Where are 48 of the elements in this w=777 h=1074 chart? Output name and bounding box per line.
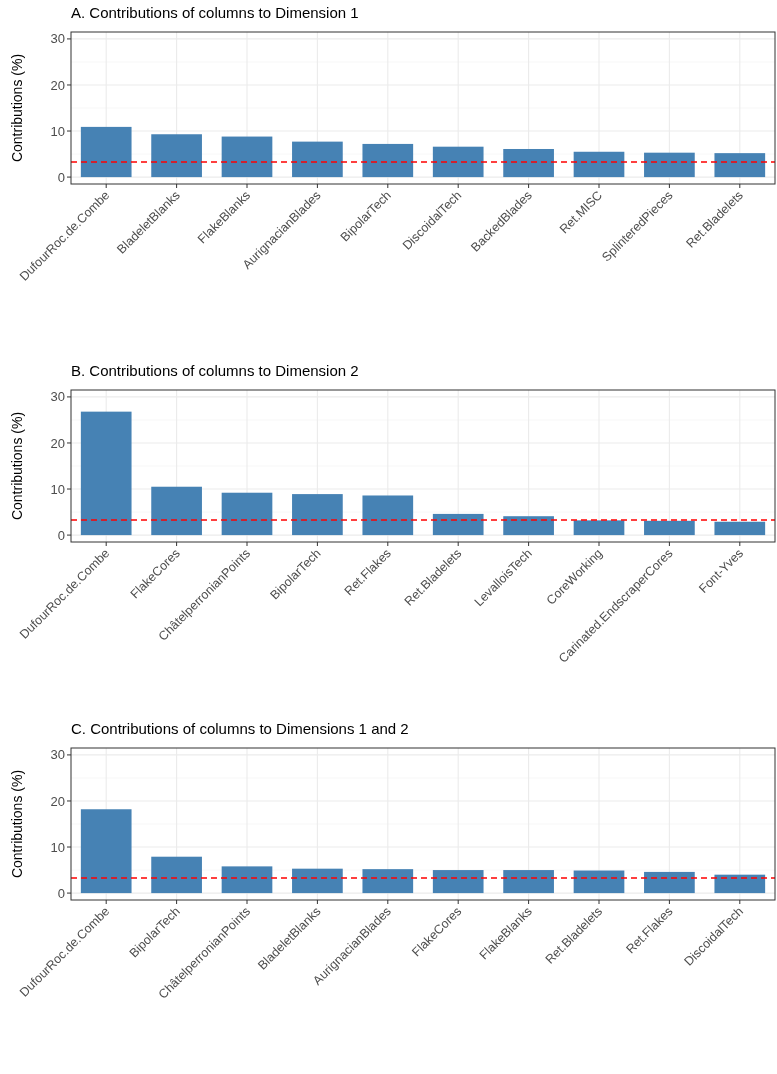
y-axis-title: Contributions (%) <box>9 769 25 879</box>
y-tick-label: 0 <box>57 527 65 543</box>
bar <box>362 869 414 894</box>
chart-title: B. Contributions of columns to Dimension 2 <box>71 362 359 379</box>
bar <box>503 516 554 536</box>
y-tick-label: 0 <box>57 885 65 901</box>
y-tick-label: 20 <box>50 77 65 93</box>
bar <box>714 521 766 536</box>
bar <box>503 870 554 894</box>
bar <box>503 148 554 178</box>
chart-title: C. Contributions of columns to Dimensions 1 and 2 <box>71 720 409 737</box>
bar <box>362 495 414 536</box>
bar <box>362 143 414 178</box>
bar <box>292 868 343 894</box>
y-tick-label: 10 <box>50 839 65 855</box>
bar <box>432 146 484 178</box>
y-axis-title: Contributions (%) <box>9 53 25 163</box>
bar <box>573 520 625 536</box>
bar <box>221 492 273 536</box>
y-tick-label: 10 <box>50 123 65 139</box>
y-tick-label: 30 <box>50 31 65 47</box>
bar <box>644 152 695 178</box>
bar <box>151 856 202 894</box>
bar <box>292 141 343 178</box>
bar <box>80 809 132 894</box>
bar <box>432 513 484 536</box>
chart-title: A. Contributions of columns to Dimension 1 <box>71 4 359 21</box>
y-tick-label: 20 <box>50 435 65 451</box>
y-tick-label: 20 <box>50 793 65 809</box>
bar <box>221 866 273 894</box>
y-tick-label: 0 <box>57 169 65 185</box>
bar <box>151 486 202 536</box>
bar <box>221 136 273 178</box>
y-tick-label: 10 <box>50 481 65 497</box>
bar <box>573 870 625 894</box>
y-tick-label: 30 <box>50 389 65 405</box>
y-tick-label: 30 <box>50 747 65 763</box>
bar <box>714 874 766 894</box>
bar <box>573 151 625 178</box>
bar <box>151 134 202 178</box>
bar <box>292 494 343 536</box>
bar <box>432 870 484 894</box>
bar <box>714 153 766 178</box>
bar <box>80 411 132 536</box>
bar <box>644 871 695 894</box>
bar <box>80 126 132 178</box>
bar <box>644 520 695 536</box>
y-axis-title: Contributions (%) <box>9 411 25 521</box>
